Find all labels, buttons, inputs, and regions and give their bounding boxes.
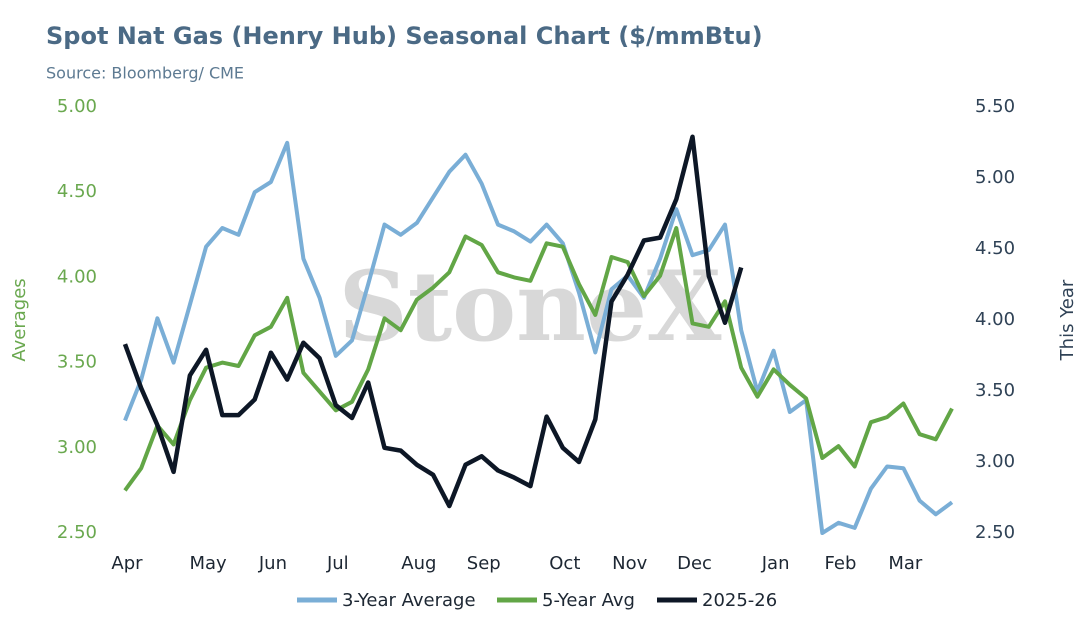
y2-tick-label: 4.50 (975, 238, 1015, 259)
x-tick-label: Mar (888, 553, 923, 574)
x-tick-label: Oct (549, 553, 580, 574)
x-tick-label: Aug (401, 553, 436, 574)
x-tick-label: Jul (326, 553, 349, 574)
y2-axis-label: This Year (1057, 279, 1078, 361)
x-tick-label: Nov (612, 553, 647, 574)
legend-label: 2025-26 (702, 590, 777, 611)
chart-title: Spot Nat Gas (Henry Hub) Seasonal Chart … (46, 22, 763, 50)
y2-tick-label: 5.00 (975, 167, 1015, 188)
x-tick-label: Apr (111, 553, 143, 574)
series-line (123, 140, 954, 535)
x-tick-label: May (189, 553, 227, 574)
x-tick-label: Sep (467, 553, 501, 574)
y-tick-label: 2.50 (57, 522, 97, 543)
chart-subtitle: Source: Bloomberg/ CME (46, 64, 244, 83)
x-tick-label: Dec (677, 553, 712, 574)
series-line (123, 226, 954, 492)
y-axis-label: Averages (9, 278, 30, 361)
x-tick-label: Feb (825, 553, 857, 574)
y-tick-label: 4.00 (57, 266, 97, 287)
y2-tick-label: 2.50 (975, 522, 1015, 543)
x-tick-label: Jan (761, 553, 790, 574)
y-tick-label: 5.00 (57, 96, 97, 117)
x-tick-label: Jun (258, 553, 287, 574)
legend-label: 3-Year Average (342, 590, 476, 611)
y2-tick-label: 4.00 (975, 309, 1015, 330)
series-line (122, 134, 744, 509)
y2-tick-label: 3.50 (975, 380, 1015, 401)
y-tick-label: 4.50 (57, 181, 97, 202)
y2-tick-label: 3.00 (975, 451, 1015, 472)
y2-tick-label: 5.50 (975, 96, 1015, 117)
y-tick-label: 3.50 (57, 352, 97, 373)
y-tick-label: 3.00 (57, 437, 97, 458)
legend-label: 5-Year Avg (542, 590, 635, 611)
